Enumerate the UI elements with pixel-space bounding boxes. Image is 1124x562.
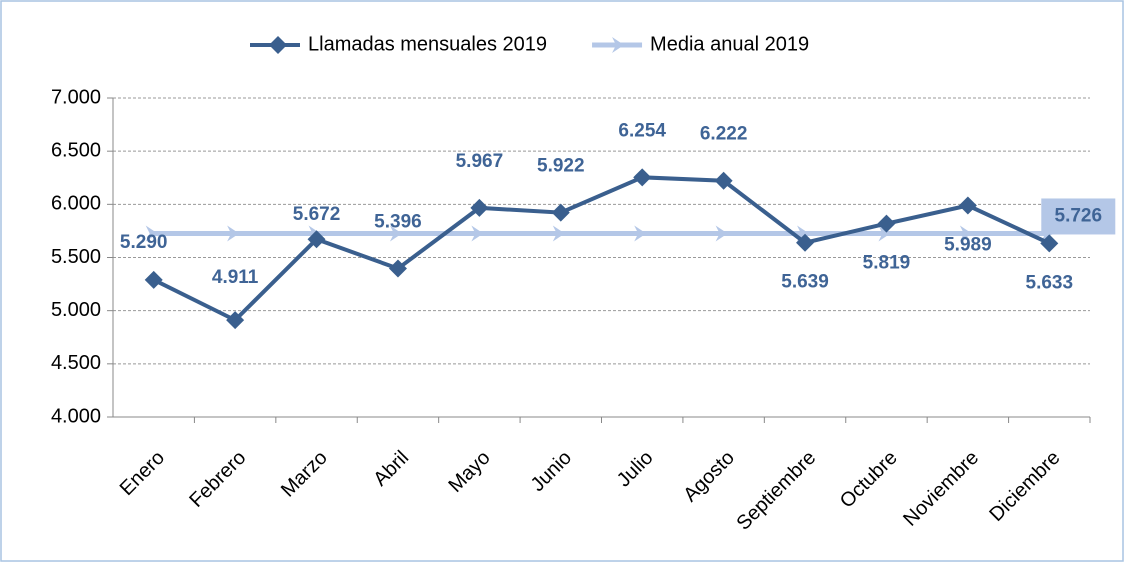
y-tick-label: 4.000 <box>51 405 101 427</box>
data-label-box <box>1041 198 1116 235</box>
point <box>796 233 815 252</box>
data-label: 5.726 <box>1055 205 1103 226</box>
y-tick-label: 6.500 <box>51 139 101 161</box>
point <box>269 36 287 54</box>
point <box>715 225 728 242</box>
point <box>551 203 570 222</box>
data-label: 5.396 <box>374 212 422 233</box>
data-label: 5.922 <box>537 156 585 177</box>
series-line <box>152 175 1051 323</box>
data-label: 5.989 <box>944 235 992 256</box>
point <box>633 168 652 187</box>
y-tick-label: 5.000 <box>51 299 101 321</box>
point <box>612 37 625 53</box>
y-tick-label: 7.000 <box>51 86 101 108</box>
point <box>878 225 891 242</box>
data-label: 4.911 <box>212 267 259 288</box>
y-tick-label: 6.000 <box>51 193 101 215</box>
y-tick-label: 4.500 <box>51 352 101 374</box>
point <box>634 225 647 242</box>
legend-label: Llamadas mensuales 2019 <box>308 33 547 55</box>
point <box>145 225 158 242</box>
point <box>877 214 896 233</box>
point <box>307 230 326 249</box>
point <box>552 225 565 242</box>
point <box>958 196 977 215</box>
point <box>959 225 972 242</box>
data-label: 6.254 <box>618 120 666 141</box>
point <box>1040 234 1059 253</box>
data-label: 5.290 <box>120 232 168 253</box>
data-label: 5.967 <box>456 151 504 172</box>
point <box>470 198 489 217</box>
point <box>388 259 407 278</box>
point <box>471 225 484 242</box>
data-label: 5.633 <box>1026 272 1074 293</box>
data-label: 6.222 <box>700 124 748 145</box>
point <box>144 270 163 289</box>
y-tick-label: 5.500 <box>51 246 101 268</box>
point <box>389 225 402 242</box>
data-label: 5.672 <box>293 204 341 225</box>
point <box>714 171 733 190</box>
data-label: 5.819 <box>863 253 911 274</box>
point <box>227 225 240 242</box>
point <box>226 311 245 330</box>
legend-label: Media anual 2019 <box>650 33 809 55</box>
data-label: 5.639 <box>781 272 829 293</box>
